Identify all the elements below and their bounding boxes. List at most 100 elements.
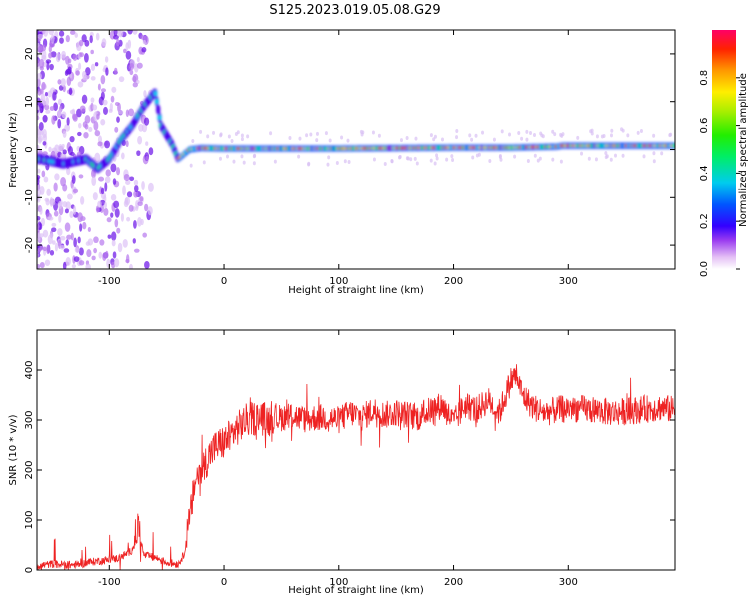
heatmap-noise-dot xyxy=(37,105,40,110)
heatmap-noise-dot xyxy=(80,216,86,222)
heatmap-noise-dot xyxy=(520,136,524,141)
heatmap-noise-dot xyxy=(106,217,112,223)
heatmap-noise-dot xyxy=(307,161,311,166)
heatmap-noise-dot xyxy=(288,135,292,140)
heatmap-noise-dot xyxy=(90,76,96,81)
heatmap-noise-dot xyxy=(110,194,117,201)
heatmap-noise-dot xyxy=(433,134,437,139)
heatmap-noise-dot xyxy=(62,261,67,269)
heatmap-noise-dot xyxy=(89,35,93,44)
heatmap-noise-dot xyxy=(525,137,529,142)
heatmap-noise-dot xyxy=(144,260,150,269)
heatmap-noise-dot xyxy=(37,223,40,230)
heatmap-noise-dot xyxy=(43,176,49,183)
heatmap-noise-dot xyxy=(120,213,124,222)
heatmap-noise-dot xyxy=(71,175,76,184)
heatmap-noise-dot xyxy=(112,251,117,259)
heatmap-noise-dot xyxy=(142,39,146,45)
heatmap-noise-dot xyxy=(90,49,94,55)
snr-y-tick-label: 300 xyxy=(24,410,35,429)
heatmap-noise-dot xyxy=(63,248,70,253)
heatmap-noise-dot xyxy=(105,67,109,76)
heatmap-noise-dot xyxy=(328,138,332,143)
heatmap-noise-dot xyxy=(252,154,256,159)
heatmap-noise-dot xyxy=(414,136,418,141)
heatmap-noise-dot xyxy=(69,211,74,219)
heatmap-noise-dot xyxy=(39,102,44,113)
heatmap-noise-dot xyxy=(37,168,41,174)
heatmap-noise-dot xyxy=(559,132,563,137)
heatmap-noise-dot xyxy=(66,117,70,126)
heatmap-noise-dot xyxy=(526,159,530,164)
heatmap-noise-dot xyxy=(116,167,121,176)
heatmap-noise-dot xyxy=(72,114,78,122)
heatmap-noise-dot xyxy=(37,264,41,269)
heatmap-noise-dot xyxy=(137,201,143,207)
heatmap-noise-dot xyxy=(78,39,84,47)
heatmap-noise-dot xyxy=(305,133,309,138)
heatmap-noise-dot xyxy=(553,132,557,137)
heatmap-noise-dot xyxy=(39,262,45,269)
heatmap-noise-dot xyxy=(477,152,481,157)
heatmap-noise-dot xyxy=(113,200,120,209)
heatmap-noise-dot xyxy=(44,92,48,97)
heatmap-noise-dot xyxy=(652,133,656,138)
heatmap-noise-dot xyxy=(66,76,72,87)
heatmap-noise-dot xyxy=(652,159,656,164)
heatmap-noise-dot xyxy=(609,133,613,138)
heatmap-noise-dot xyxy=(82,221,87,230)
heatmap-ridge-band xyxy=(37,88,675,174)
heatmap-noise-dot xyxy=(103,106,108,115)
heatmap-noise-dot xyxy=(474,133,478,138)
heatmap-noise-dot xyxy=(218,156,222,161)
heatmap-noise-dot xyxy=(105,169,111,177)
heatmap-noise-dot xyxy=(136,62,143,69)
heatmap-noise-dot xyxy=(91,169,96,179)
heatmap-noise-dot xyxy=(435,156,439,161)
heatmap-noise-dot xyxy=(58,214,62,223)
heatmap-noise-dot xyxy=(590,131,594,136)
heatmap-noise-dot xyxy=(85,263,91,269)
heatmap-noise-dot xyxy=(100,118,106,126)
heatmap-noise-dot xyxy=(147,206,153,216)
heatmap-noise-dot xyxy=(513,154,517,159)
heatmap-noise-dot xyxy=(189,163,193,168)
heatmap-noise-dot xyxy=(103,207,109,216)
heatmap-noise-dot xyxy=(59,37,64,44)
heatmap-noise-dot xyxy=(96,113,100,120)
heatmap-noise-dot xyxy=(53,210,59,217)
heatmap-noise-dot xyxy=(113,258,120,268)
heatmap-noise-dot xyxy=(51,222,57,227)
heatmap-noise-dot xyxy=(390,159,394,164)
heatmap-x-tick-label: -100 xyxy=(98,276,121,287)
heatmap-noise-dot xyxy=(372,157,376,162)
heatmap-noise-dot xyxy=(409,157,413,162)
heatmap-noise-dot xyxy=(143,117,150,126)
heatmap-noise-dot xyxy=(100,88,107,93)
heatmap-noise-dot xyxy=(104,56,109,63)
heatmap-noise-dot xyxy=(236,130,240,135)
heatmap-noise-dot xyxy=(129,69,134,76)
heatmap-noise-dot xyxy=(114,101,120,106)
heatmap-noise-dot xyxy=(37,175,41,180)
heatmap-noise-dot xyxy=(104,140,111,149)
heatmap-noise-dot xyxy=(468,133,472,138)
heatmap-noise-dot xyxy=(42,151,48,156)
heatmap-noise-dot xyxy=(44,259,51,266)
snr-y-axis-label: SNR (10 * v/v) xyxy=(8,414,19,485)
heatmap-noise-dot xyxy=(226,154,230,159)
heatmap-noise-dot xyxy=(73,256,80,263)
heatmap-noise-dot xyxy=(62,149,67,155)
heatmap-noise-dot xyxy=(138,123,144,132)
heatmap-noise-dot xyxy=(57,201,63,210)
heatmap-noise-dot xyxy=(141,181,145,190)
heatmap-noise-dot xyxy=(40,217,45,227)
heatmap-noise-dot xyxy=(51,240,56,245)
heatmap-noise-dot xyxy=(626,133,630,138)
heatmap-noise-dot xyxy=(111,231,117,241)
figure-title: S125.2023.019.05.08.G29 xyxy=(269,3,440,18)
heatmap-x-tick-label: 100 xyxy=(329,276,348,287)
heatmap-noise-dot xyxy=(594,157,598,162)
heatmap-noise-dot xyxy=(65,201,71,211)
heatmap-noise-dot xyxy=(116,227,121,234)
